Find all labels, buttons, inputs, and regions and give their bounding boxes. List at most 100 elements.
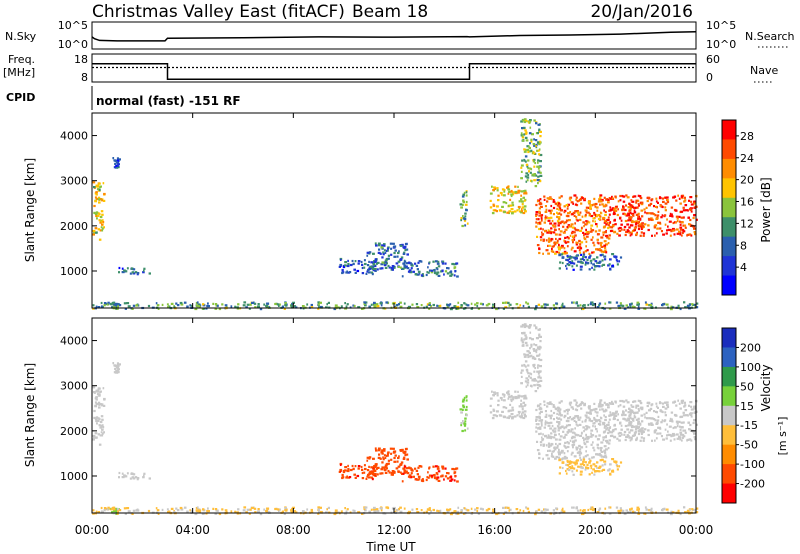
power-cell [515,303,519,306]
power-cell [545,249,549,252]
power-cell [606,236,609,239]
velocity-cell [695,511,699,514]
velocity-cell [566,459,569,462]
power-cell [548,244,551,247]
velocity-cell [437,470,441,473]
velocity-cell [569,460,572,463]
velocity-cell [655,405,658,408]
power-cell [677,194,679,197]
power-cell [195,304,199,307]
velocity-cell [536,440,539,443]
velocity-cell [628,414,632,417]
power-cell [637,212,640,215]
power-cell [555,302,558,305]
velocity-cell [641,429,644,432]
velocity-cell [663,419,667,422]
velocity-cell [575,446,578,449]
velocity-cell [607,429,610,432]
power-cell [650,212,654,215]
velocity-cell [672,401,675,404]
velocity-cell [688,413,692,416]
power-cell [579,243,582,246]
power-cell [556,211,558,214]
power-cell [576,246,580,249]
velocity-cell [555,455,559,459]
velocity-cell [655,437,658,440]
velocity-cell [525,506,528,509]
velocity-cell [568,402,571,405]
power-colorbar-tick-label: 16 [740,196,754,209]
velocity-cell [664,411,667,414]
velocity-cell [558,451,561,454]
power-cell [528,146,531,150]
power-cell [627,306,629,309]
power-cell [619,194,622,198]
power-cell [639,223,642,226]
power-cell [548,209,551,212]
velocity-cell [444,475,448,478]
velocity-cell [597,422,601,426]
power-cell [576,204,579,207]
power-cell [632,206,636,209]
power-cell [686,234,688,237]
velocity-cell [629,439,632,442]
velocity-cell [274,507,277,511]
velocity-cell [549,417,552,420]
power-cell [95,211,99,214]
velocity-cell [601,408,604,411]
power-cell [504,301,507,304]
power-cell [212,302,215,305]
power-cell [629,303,632,306]
velocity-cell [675,433,679,436]
velocity-cell [416,478,420,481]
velocity-cell [481,508,484,511]
velocity-cell [436,473,439,476]
power-cell [406,267,410,270]
power-cell [649,303,652,307]
power-cell [585,211,588,214]
velocity-cell [607,421,610,424]
velocity-cell [680,421,684,424]
velocity-cell [616,468,619,471]
power-cell [505,201,508,205]
power-cell [441,269,444,272]
velocity-cell [629,412,632,415]
power-cell [530,140,533,143]
velocity-cell [607,442,611,445]
velocity-cell [379,472,382,475]
power-cell [456,305,460,309]
power-cell [531,133,534,136]
velocity-cell [453,468,456,471]
power-cell [520,120,524,123]
power-cell [582,221,585,224]
velocity-cell [633,414,636,417]
power-cell [609,229,613,233]
velocity-cell [576,415,579,418]
power-cell [446,303,450,307]
power-cell [383,263,387,266]
power-cell [529,167,532,170]
velocity-cell [353,509,356,513]
velocity-cell [442,467,444,470]
velocity-cell [630,437,633,440]
power-cell [95,214,98,218]
velocity-cell [399,506,402,509]
power-cell [249,303,252,306]
power-cell [539,153,543,157]
velocity-cell [545,508,549,511]
velocity-cell [573,436,576,439]
power-cell [375,244,378,247]
power-cell [630,232,633,235]
velocity-cell [257,508,260,511]
power-cell [537,167,540,170]
power-cell [594,230,598,233]
power-cell [602,263,606,266]
velocity-cell [398,455,400,458]
power-cell [550,232,553,235]
velocity-cell [537,370,541,374]
velocity-cell [574,439,577,442]
power-cell [593,197,596,200]
velocity-cell [572,440,575,443]
power-cell [92,307,95,310]
velocity-cell [545,444,548,447]
